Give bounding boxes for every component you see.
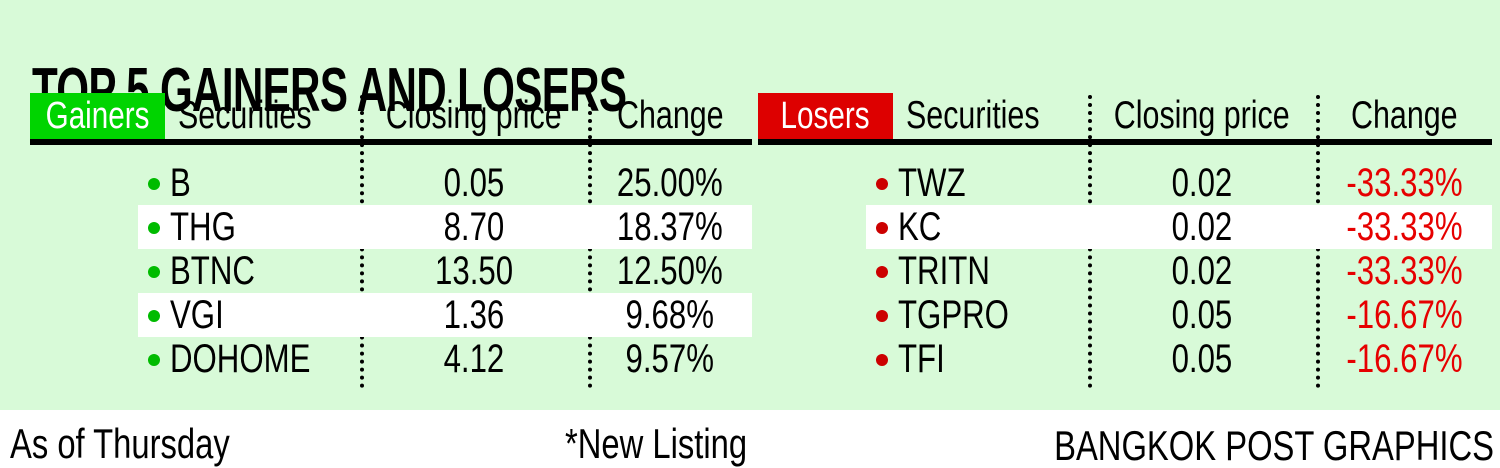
security-name: THG	[170, 204, 236, 249]
securities-header-label: Securities	[178, 94, 312, 137]
graphics-credit: BANGKOK POST GRAPHICS	[930, 422, 1494, 468]
losers-column-header-change: Change	[1316, 93, 1492, 139]
table-row: TFI 0.05 -16.67%	[866, 337, 1492, 381]
losers-badge: Losers	[758, 93, 893, 139]
table-row: TGPRO 0.05 -16.67%	[866, 293, 1492, 337]
security-name: VGI	[170, 292, 224, 337]
security-name: BTNC	[170, 248, 255, 293]
closing-price-value: 8.70	[443, 204, 505, 249]
gainers-badge: Gainers	[30, 93, 165, 139]
losers-badge-label: Losers	[781, 94, 870, 137]
bullet-icon	[148, 178, 160, 190]
change-value: -33.33%	[1345, 160, 1463, 205]
bullet-icon	[148, 266, 160, 278]
graphics-credit-text: BANGKOK POST GRAPHICS	[1054, 422, 1494, 468]
closing-price-value: 0.05	[1171, 292, 1233, 337]
bullet-icon	[876, 266, 888, 278]
as-of-note: As of Thursday	[10, 420, 292, 468]
change-header-label: Change	[1350, 94, 1458, 137]
closing-price-value: 0.02	[1171, 204, 1233, 249]
gainers-column-header-change: Change	[588, 93, 752, 139]
change-value: 25.00%	[617, 160, 723, 205]
closing-price-value: 0.02	[1171, 248, 1233, 293]
gainers-table: Gainers Securities Closing price Change …	[30, 93, 752, 393]
closing-price-value: 13.50	[434, 248, 514, 293]
security-name: TFI	[898, 336, 945, 381]
closing-price-header-label: Closing price	[386, 94, 562, 137]
header-rule	[758, 139, 1492, 145]
security-name: DOHOME	[170, 336, 311, 381]
table-row: DOHOME 4.12 9.57%	[138, 337, 752, 381]
change-value: -16.67%	[1345, 292, 1463, 337]
bullet-icon	[876, 354, 888, 366]
table-row: KC 0.02 -33.33%	[866, 205, 1492, 249]
bullet-icon	[876, 310, 888, 322]
table-row: BTNC 13.50 12.50%	[138, 249, 752, 293]
closing-price-value: 0.05	[1171, 336, 1233, 381]
closing-price-value: 0.05	[443, 160, 505, 205]
table-row: VGI 1.36 9.68%	[138, 293, 752, 337]
new-listing-note: *New Listing	[565, 420, 798, 468]
losers-rows: TWZ 0.02 -33.33% KC 0.02 -33.33% TRITN 0…	[866, 161, 1492, 381]
bullet-icon	[876, 222, 888, 234]
bullet-icon	[148, 354, 160, 366]
change-value: 18.37%	[617, 204, 723, 249]
table-row: THG 8.70 18.37%	[138, 205, 752, 249]
security-name: TGPRO	[898, 292, 1009, 337]
change-header-label: Change	[616, 94, 724, 137]
change-value: 9.57%	[625, 336, 715, 381]
closing-price-value: 4.12	[443, 336, 505, 381]
change-value: -16.67%	[1345, 336, 1463, 381]
losers-column-header-closing-price: Closing price	[1088, 93, 1316, 139]
securities-header-label: Securities	[906, 94, 1040, 137]
gainers-rows: B 0.05 25.00% THG 8.70 18.37% BTNC 13.50…	[138, 161, 752, 381]
gainers-column-header-closing-price: Closing price	[360, 93, 588, 139]
security-name: TRITN	[898, 248, 990, 293]
security-name: TWZ	[898, 160, 966, 205]
new-listing-note-text: *New Listing	[565, 420, 748, 467]
closing-price-value: 1.36	[443, 292, 505, 337]
change-value: 9.68%	[625, 292, 715, 337]
bullet-icon	[148, 222, 160, 234]
bullet-icon	[876, 178, 888, 190]
table-row: TWZ 0.02 -33.33%	[866, 161, 1492, 205]
security-name: KC	[898, 204, 942, 249]
header-rule	[30, 139, 752, 145]
change-value: -33.33%	[1345, 248, 1463, 293]
table-row: TRITN 0.02 -33.33%	[866, 249, 1492, 293]
bullet-icon	[148, 310, 160, 322]
table-row: B 0.05 25.00%	[138, 161, 752, 205]
losers-table: Losers Securities Closing price Change T…	[758, 93, 1492, 393]
as-of-note-text: As of Thursday	[10, 420, 230, 467]
losers-column-header-securities: Securities	[906, 93, 1077, 139]
closing-price-header-label: Closing price	[1114, 94, 1290, 137]
security-name: B	[170, 160, 191, 205]
closing-price-value: 0.02	[1171, 160, 1233, 205]
gainers-badge-label: Gainers	[45, 94, 150, 137]
change-value: 12.50%	[617, 248, 723, 293]
change-value: -33.33%	[1345, 204, 1463, 249]
gainers-column-header-securities: Securities	[178, 93, 349, 139]
